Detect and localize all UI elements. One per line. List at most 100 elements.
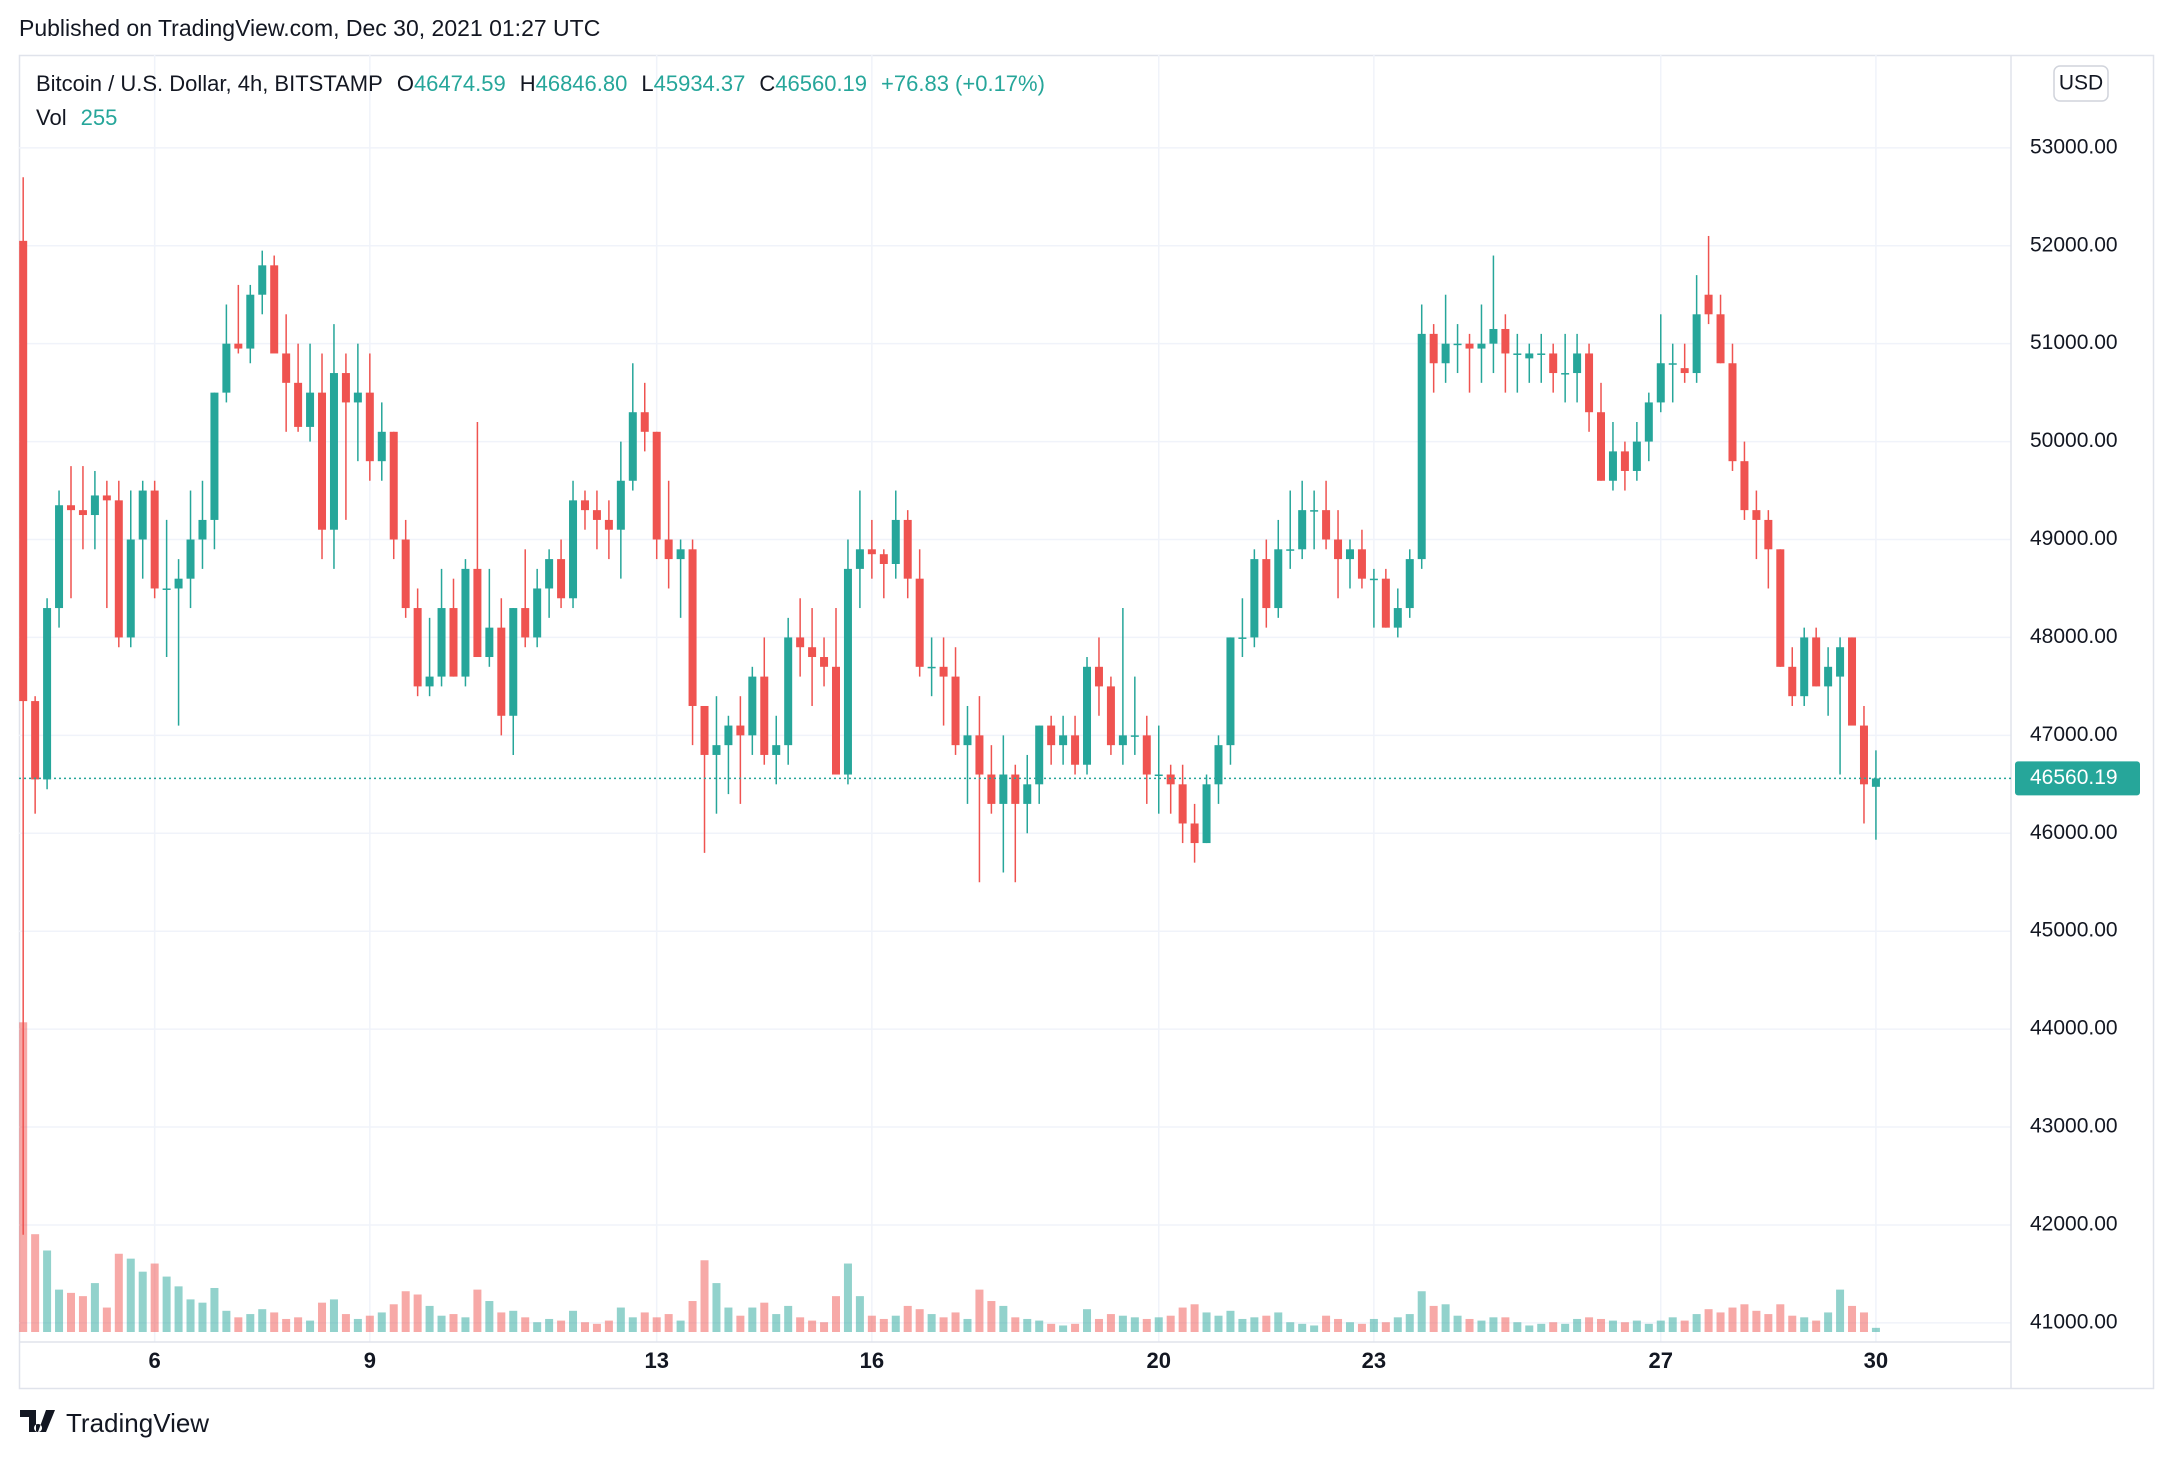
currency-button[interactable] <box>2053 65 2109 102</box>
candle-body <box>389 431 398 540</box>
high-letter: H <box>520 71 536 96</box>
volume-bar <box>987 1301 996 1332</box>
candle-body <box>1871 778 1880 787</box>
candle-body <box>604 519 613 530</box>
volume-bar <box>521 1317 530 1332</box>
y-tick-label: 49000.00 <box>2030 527 2118 550</box>
candle-body <box>1118 735 1127 746</box>
candle-body <box>186 539 195 579</box>
candle-body <box>1644 402 1653 442</box>
candle-body <box>1286 549 1295 551</box>
volume-bar <box>748 1307 757 1332</box>
volume-bar <box>1035 1320 1044 1332</box>
candle-body <box>31 701 40 780</box>
volume-bar <box>90 1283 99 1332</box>
volume-bar <box>1381 1322 1390 1332</box>
volume-bar <box>138 1271 147 1332</box>
volume-bar <box>473 1289 482 1332</box>
candle-body <box>1525 353 1534 359</box>
candle-body <box>1776 549 1785 667</box>
candle-body <box>425 676 434 687</box>
candle-body <box>1513 353 1522 355</box>
volume-bar <box>509 1310 518 1332</box>
x-tick-label: 30 <box>1864 1348 1888 1373</box>
candle-body <box>1824 666 1833 687</box>
volume-bar <box>1465 1318 1474 1332</box>
candle-body <box>1250 559 1259 638</box>
open-letter: O <box>397 71 414 96</box>
candle-body <box>1011 774 1020 804</box>
volume-bar <box>1083 1309 1092 1332</box>
volume-bar <box>1369 1318 1378 1332</box>
volume-bar <box>760 1302 769 1332</box>
candle-body <box>19 240 28 702</box>
candle-body <box>377 431 386 462</box>
candle-body <box>1764 519 1773 550</box>
volume-bar <box>306 1320 315 1332</box>
candle-body <box>640 412 649 432</box>
candle-body <box>198 519 207 540</box>
candle-body <box>1059 735 1068 746</box>
low-letter: L <box>641 71 653 96</box>
high-value: 46846.80 <box>536 71 628 96</box>
y-tick-label: 45000.00 <box>2030 919 2118 942</box>
volume-bar <box>915 1309 924 1332</box>
candle-body <box>688 549 697 706</box>
volume-bar <box>820 1322 829 1332</box>
candle-body <box>664 539 673 560</box>
volume-bar <box>1023 1318 1032 1332</box>
candle-body <box>927 666 936 669</box>
volume-bar <box>867 1315 876 1332</box>
volume-bar <box>437 1315 446 1332</box>
candle-body <box>1561 373 1570 375</box>
candle-body <box>78 510 87 516</box>
volume-bar <box>1859 1312 1868 1332</box>
volume-bar <box>66 1292 75 1332</box>
volume-bar <box>1620 1322 1629 1332</box>
volume-bar <box>353 1318 362 1332</box>
volume-bar <box>891 1315 900 1332</box>
candle-body <box>1632 441 1641 471</box>
currency[interactable]: USD <box>2059 72 2103 95</box>
symbol-title: Bitcoin / U.S. Dollar, 4h, BITSTAMP <box>36 71 383 96</box>
volume-bar <box>413 1294 422 1332</box>
volume-bar <box>1800 1317 1809 1332</box>
candle-body <box>1453 343 1462 346</box>
y-tick-label: 51000.00 <box>2030 331 2118 354</box>
volume-bar <box>1166 1315 1175 1332</box>
volume-bar <box>1597 1318 1606 1332</box>
candle-body <box>1047 725 1056 746</box>
volume-bar <box>31 1234 40 1332</box>
volume-bar <box>1238 1318 1247 1332</box>
candle-body <box>1310 510 1319 512</box>
candle-body <box>114 500 123 638</box>
volume-bar <box>126 1258 135 1332</box>
x-tick-label: 20 <box>1146 1348 1170 1373</box>
candle-body <box>1393 608 1402 628</box>
volume-bar <box>1632 1320 1641 1332</box>
low-value: 45934.37 <box>654 71 746 96</box>
y-tick-label: 41000.00 <box>2030 1310 2118 1333</box>
volume-bar <box>1393 1317 1402 1332</box>
candle-body <box>1489 328 1498 344</box>
candle-body <box>1465 343 1474 349</box>
volume-bar <box>569 1310 578 1332</box>
y-tick-label: 46000.00 <box>2030 821 2118 844</box>
volume-bar <box>341 1314 350 1332</box>
candle-body <box>1597 412 1606 481</box>
candle-body <box>1848 637 1857 726</box>
volume-bar <box>1668 1317 1677 1332</box>
volume-bar <box>1226 1310 1235 1332</box>
volume-bar <box>1561 1323 1570 1332</box>
candle-body <box>1023 784 1032 804</box>
volume-bar <box>1059 1325 1068 1332</box>
y-tick-label: 48000.00 <box>2030 625 2118 648</box>
candle-body <box>497 627 506 716</box>
volume-bar <box>664 1314 673 1332</box>
y-tick-label: 52000.00 <box>2030 233 2118 256</box>
candle-body <box>820 657 829 667</box>
candle-body <box>341 373 350 403</box>
close-value: 46560.19 <box>775 71 867 96</box>
candle-body <box>401 539 410 609</box>
candle-body <box>652 431 661 540</box>
